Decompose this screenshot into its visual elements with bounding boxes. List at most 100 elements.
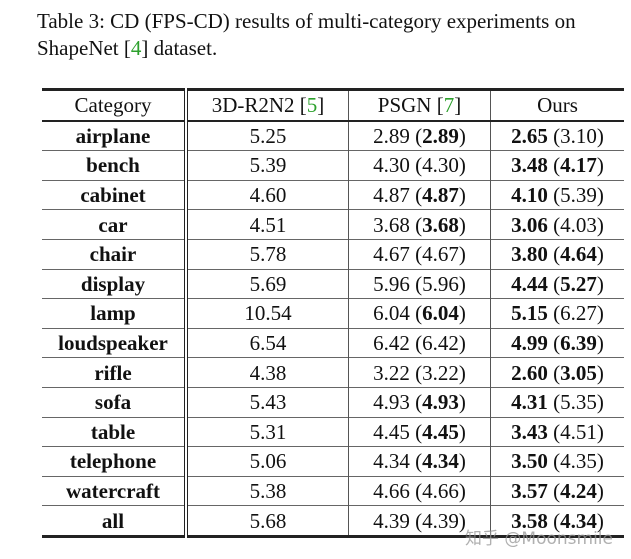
header-category-label: Category — [74, 93, 152, 118]
psgn-fps-value: 2.89 — [422, 123, 459, 148]
cell-psgn: 4.30 (4.30) — [348, 150, 491, 181]
cell-psgn: 4.45 (4.45) — [348, 416, 491, 447]
table-row: table 5.31 4.45 (4.45) 3.43 (4.51) — [42, 416, 624, 447]
ours-cd-value: 4.31 — [511, 390, 548, 415]
cell-ours: 3.43 (4.51) — [490, 416, 624, 447]
table-row: lamp 10.54 6.04 (6.04) 5.15 (6.27) — [42, 298, 624, 329]
table-row: airplane 5.25 2.89 (2.89) 2.65 (3.10) — [42, 119, 624, 151]
cell-category: all — [42, 505, 186, 537]
cell-ours: 3.57 (4.24) — [490, 475, 624, 506]
psgn-fps-value: 4.39 — [422, 508, 459, 533]
header-psgn-label: PSGN [ — [377, 93, 444, 118]
psgn-fps-value: 4.30 — [422, 153, 459, 178]
cell-ours: 2.60 (3.05) — [490, 357, 624, 388]
cell-r2n2: 10.54 — [184, 298, 349, 329]
cell-category: loudspeaker — [42, 327, 186, 358]
cell-ours: 3.50 (4.35) — [490, 446, 624, 477]
psgn-cd-value: 4.67 — [373, 242, 410, 267]
cell-psgn: 3.68 (3.68) — [348, 209, 491, 240]
caption-text-end: ] dataset. — [141, 36, 218, 60]
table-body: airplane 5.25 2.89 (2.89) 2.65 (3.10) bench 5… — [42, 119, 624, 537]
psgn-cd-value: 4.45 — [373, 419, 410, 444]
table-row: chair 5.78 4.67 (4.67) 3.80 (4.64) — [42, 238, 624, 270]
cell-psgn: 2.89 (2.89) — [348, 119, 491, 151]
caption-text: Table 3: CD (FPS-CD) results of multi-ca… — [37, 9, 576, 60]
ours-cd-value: 3.48 — [511, 153, 548, 178]
psgn-fps-value: 4.34 — [422, 449, 459, 474]
cell-category: table — [42, 416, 186, 447]
cell-ours: 4.31 (5.35) — [490, 386, 624, 418]
cell-r2n2: 4.60 — [184, 179, 349, 210]
cell-r2n2: 5.68 — [184, 505, 349, 537]
cell-r2n2: 5.39 — [184, 150, 349, 181]
ours-fps-value: 4.35 — [560, 449, 597, 474]
psgn-cd-value: 6.04 — [373, 301, 410, 326]
cell-category: car — [42, 209, 186, 240]
table-row: watercraft 5.38 4.66 (4.66) 3.57 (4.24) — [42, 475, 624, 506]
cell-ours: 3.80 (4.64) — [490, 238, 624, 270]
psgn-cd-value: 6.42 — [373, 331, 410, 356]
psgn-fps-value: 5.96 — [422, 271, 459, 296]
cell-r2n2: 5.31 — [184, 416, 349, 447]
cell-ours: 3.06 (4.03) — [490, 209, 624, 240]
psgn-cd-value: 3.22 — [373, 360, 410, 385]
psgn-fps-value: 3.68 — [422, 212, 459, 237]
ours-fps-value: 3.10 — [560, 123, 597, 148]
cell-category: rifle — [42, 357, 186, 388]
psgn-cd-value: 4.30 — [373, 153, 410, 178]
ours-cd-value: 5.15 — [511, 301, 548, 326]
cell-category: telephone — [42, 446, 186, 477]
psgn-fps-value: 4.66 — [422, 479, 459, 504]
cell-r2n2: 4.38 — [184, 357, 349, 388]
ours-fps-value: 6.39 — [560, 331, 597, 356]
cell-psgn: 4.67 (4.67) — [348, 238, 491, 270]
cell-r2n2: 5.25 — [184, 119, 349, 151]
psgn-cd-value: 5.96 — [373, 271, 410, 296]
ours-cd-value: 4.44 — [511, 271, 548, 296]
ours-fps-value: 5.39 — [560, 183, 597, 208]
psgn-cd-value: 2.89 — [373, 123, 410, 148]
cell-r2n2: 5.69 — [184, 268, 349, 299]
table-row: cabinet 4.60 4.87 (4.87) 4.10 (5.39) — [42, 179, 624, 210]
ours-fps-value: 4.34 — [560, 508, 597, 533]
cell-psgn: 4.66 (4.66) — [348, 475, 491, 506]
cell-r2n2: 6.54 — [184, 327, 349, 358]
ours-cd-value: 3.43 — [511, 419, 548, 444]
psgn-cd-value: 4.87 — [373, 183, 410, 208]
cell-r2n2: 5.38 — [184, 475, 349, 506]
cell-category: bench — [42, 150, 186, 181]
cell-psgn: 5.96 (5.96) — [348, 268, 491, 299]
table-header-row: Category 3D-R2N2 [5] PSGN [7] Ours — [42, 89, 624, 121]
caption-citation-link[interactable]: 4 — [130, 36, 142, 60]
ours-cd-value: 4.10 — [511, 183, 548, 208]
ours-cd-value: 4.99 — [511, 331, 548, 356]
psgn-cd-value: 4.34 — [373, 449, 410, 474]
table-row: car 4.51 3.68 (3.68) 3.06 (4.03) — [42, 209, 624, 240]
cell-psgn: 4.93 (4.93) — [348, 386, 491, 418]
cell-r2n2: 4.51 — [184, 209, 349, 240]
header-r2n2: 3D-R2N2 [5] — [184, 89, 349, 121]
ours-fps-value: 6.27 — [560, 301, 597, 326]
ours-fps-value: 5.27 — [560, 271, 597, 296]
table-row: all 5.68 4.39 (4.39) 3.58 (4.34) — [42, 505, 624, 537]
header-r2n2-citation[interactable]: 5 — [306, 93, 318, 118]
psgn-fps-value: 4.93 — [422, 390, 459, 415]
ours-cd-value: 3.58 — [511, 508, 548, 533]
table-row: display 5.69 5.96 (5.96) 4.44 (5.27) — [42, 268, 624, 299]
psgn-cd-value: 4.66 — [373, 479, 410, 504]
header-psgn-citation[interactable]: 7 — [443, 93, 455, 118]
psgn-fps-value: 4.45 — [422, 419, 459, 444]
cell-r2n2: 5.43 — [184, 386, 349, 418]
table-row: loudspeaker 6.54 6.42 (6.42) 4.99 (6.39) — [42, 327, 624, 358]
cell-category: sofa — [42, 386, 186, 418]
cell-psgn: 3.22 (3.22) — [348, 357, 491, 388]
ours-fps-value: 4.03 — [560, 212, 597, 237]
psgn-cd-value: 3.68 — [373, 212, 410, 237]
cell-ours: 3.48 (4.17) — [490, 150, 624, 181]
cell-category: watercraft — [42, 475, 186, 506]
psgn-fps-value: 4.67 — [422, 242, 459, 267]
ours-cd-value: 3.06 — [511, 212, 548, 237]
ours-cd-value: 3.80 — [511, 242, 548, 267]
header-r2n2-bracket: ] — [317, 93, 325, 118]
psgn-cd-value: 4.39 — [373, 508, 410, 533]
